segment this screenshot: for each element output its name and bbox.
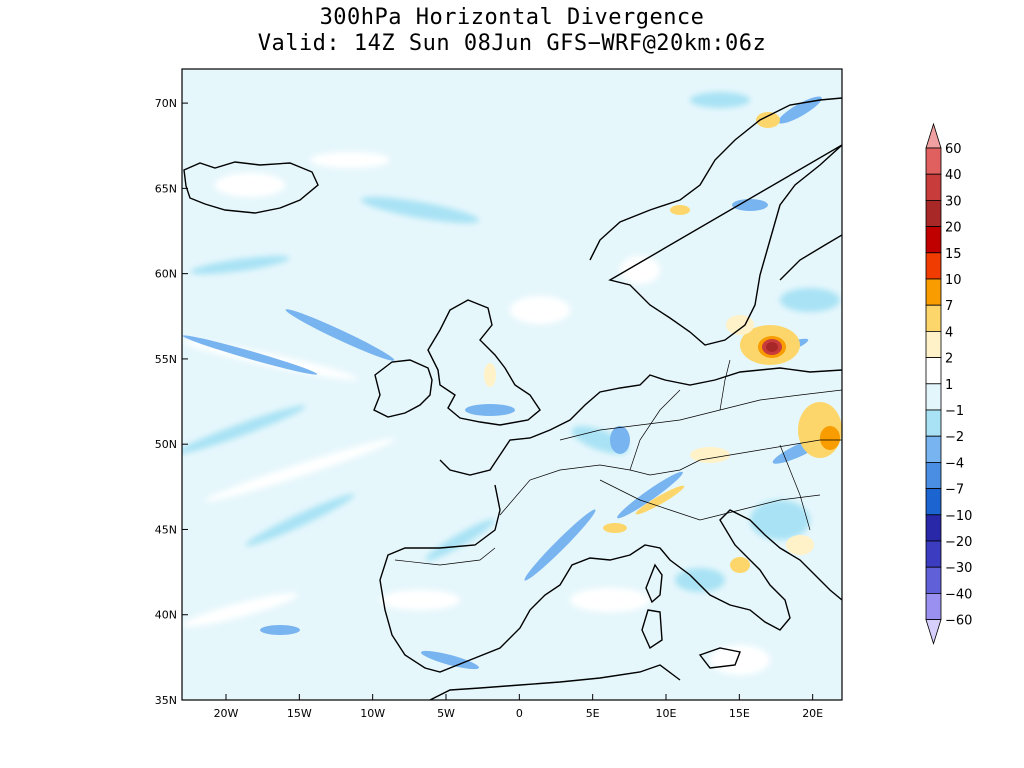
colorbar-label: 1 <box>945 378 953 393</box>
colorbar: 60 40 30 20 15 10 7 4 2 1 −1 −2 −4 −7 −10 −20 −30 −40 −60 <box>925 122 972 645</box>
y-tick-label: 60N <box>155 268 177 281</box>
y-tick-label: 70N <box>155 97 177 110</box>
x-tick-label: 10W <box>360 707 385 720</box>
x-tick-label: 0 <box>516 707 523 720</box>
colorbar-swatch <box>925 514 942 542</box>
colorbar-label: −1 <box>945 404 964 419</box>
colorbar-label: 20 <box>945 221 962 236</box>
colorbar-label: 60 <box>945 142 962 157</box>
colorbar-label: −2 <box>945 430 964 445</box>
x-tick-label: 15W <box>287 707 312 720</box>
colorbar-label: −40 <box>945 587 972 602</box>
y-tick-label: 55N <box>155 353 177 366</box>
colorbar-label: 30 <box>945 194 962 209</box>
colorbar-bottom-arrow <box>925 619 942 645</box>
y-tick-label: 45N <box>155 523 177 536</box>
colorbar-label: −60 <box>945 614 972 629</box>
x-tick-label: 5E <box>586 707 600 720</box>
y-tick-label: 40N <box>155 609 177 622</box>
colorbar-swatch <box>925 173 942 201</box>
colorbar-label: −20 <box>945 535 972 550</box>
colorbar-swatch <box>925 488 942 516</box>
colorbar-label: 40 <box>945 168 962 183</box>
y-axis: 35N 40N 45N 50N 55N 60N 65N 70N <box>155 97 188 707</box>
x-tick-label: 5W <box>437 707 455 720</box>
strong-divergence-core <box>758 336 786 358</box>
colorbar-swatch <box>925 199 942 227</box>
x-axis: 20W 15W 10W 5W 0 5E 10E 15E 20E <box>214 694 823 720</box>
y-tick-label: 35N <box>155 694 177 707</box>
colorbar-swatch <box>925 461 942 489</box>
coastlines <box>183 97 842 700</box>
colorbar-top-arrow <box>925 122 942 149</box>
country-borders <box>394 359 842 566</box>
colorbar-label: −7 <box>945 483 964 498</box>
colorbar-swatch <box>925 357 942 385</box>
y-tick-label: 65N <box>155 182 177 195</box>
colorbar-label: 4 <box>945 325 953 340</box>
colorbar-swatch <box>925 330 942 358</box>
colorbar-swatch <box>925 226 942 254</box>
x-tick-label: 20W <box>214 707 239 720</box>
colorbar-swatch <box>925 147 942 175</box>
colorbar-swatch <box>925 593 942 621</box>
colorbar-label: 2 <box>945 352 953 367</box>
chart-title: 300hPa Horizontal Divergence <box>319 5 705 30</box>
x-tick-label: 15E <box>729 707 750 720</box>
colorbar-swatch <box>925 252 942 280</box>
colorbar-swatch <box>925 383 942 411</box>
chart-subtitle: Valid: 14Z Sun 08Jun GFS−WRF@20km:06z <box>257 31 767 56</box>
colorbar-swatch <box>925 304 942 332</box>
x-tick-label: 10E <box>656 707 677 720</box>
colorbar-label: 15 <box>945 247 962 262</box>
y-tick-label: 50N <box>155 438 177 451</box>
colorbar-label: 7 <box>945 299 953 314</box>
weak-convergence-regions <box>182 92 840 592</box>
colorbar-label: −10 <box>945 509 972 524</box>
colorbar-swatch <box>925 566 942 594</box>
colorbar-swatch <box>925 540 942 568</box>
plot-frame <box>181 68 843 701</box>
x-tick-label: 20E <box>802 707 823 720</box>
colorbar-label: −30 <box>945 561 972 576</box>
colorbar-swatch <box>925 278 942 306</box>
colorbar-swatch <box>925 409 942 437</box>
colorbar-label: 10 <box>945 273 962 288</box>
colorbar-swatch <box>925 435 942 463</box>
colorbar-label: −4 <box>945 456 964 471</box>
